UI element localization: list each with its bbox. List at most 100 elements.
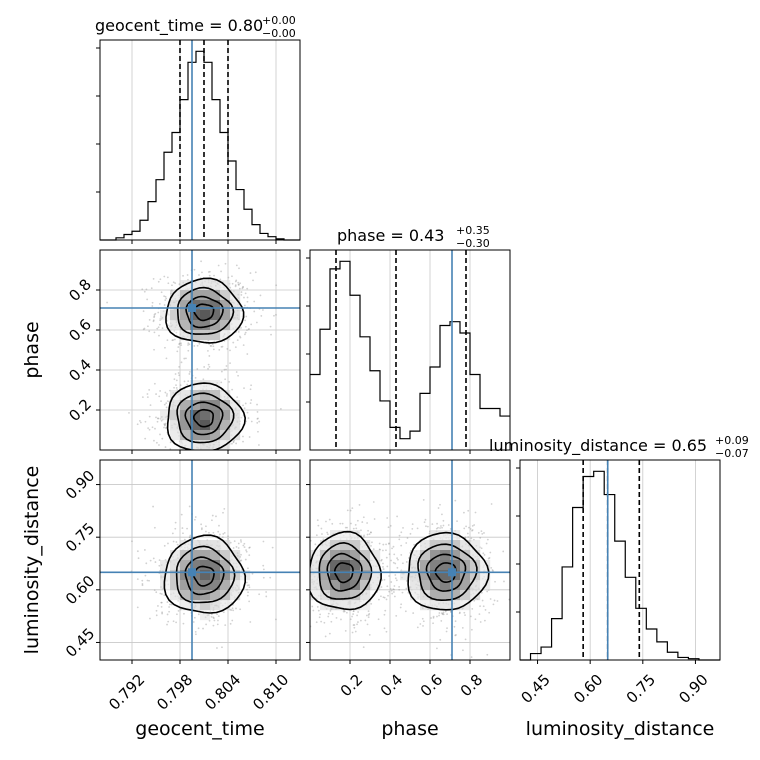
panel-phase-vs-luminosity-distance-point	[382, 566, 384, 568]
panel-geocent-time-vs-luminosity-distance-point	[239, 608, 242, 611]
panel-geocent-time-vs-phase-point	[256, 403, 258, 406]
panel-phase-vs-luminosity-distance-point	[303, 583, 305, 585]
panel-phase-vs-luminosity-distance-point	[422, 499, 425, 501]
panel-geocent-time-vs-phase-point	[148, 318, 151, 321]
panel-phase-vs-luminosity-distance-point	[314, 543, 317, 546]
panel-geocent-time-vs-luminosity-distance-density-cell	[170, 570, 181, 581]
panel-geocent-time-vs-luminosity-distance-point	[251, 572, 254, 575]
panel-phase-vs-luminosity-distance-point	[388, 590, 391, 593]
panel-geocent-time-vs-phase-point	[212, 345, 215, 348]
panel-phase-vs-luminosity-distance-density-cell	[460, 580, 471, 591]
panel-phase-vs-luminosity-distance-point	[480, 591, 483, 594]
panel-phase-vs-luminosity-distance-density-cell	[430, 590, 441, 601]
ylabel-phase: phase	[21, 321, 43, 378]
panel-geocent-time-vs-luminosity-distance-point	[167, 542, 169, 545]
panel-geocent-time-vs-luminosity-distance-point	[177, 609, 180, 612]
panel-phase-vs-luminosity-distance-point	[352, 610, 355, 613]
panel-geocent-time-vs-luminosity-distance-point	[174, 527, 177, 530]
xtick-label-phase-3: 0.8	[457, 671, 487, 701]
panel-phase-vs-luminosity-distance-point	[471, 529, 474, 531]
panel-phase-vs-luminosity-distance-point	[481, 532, 484, 535]
panel-phase-vs-luminosity-distance-point	[356, 614, 359, 617]
panel-geocent-time-vs-phase-point	[243, 387, 245, 390]
panel-geocent-time-vs-luminosity-distance-point	[169, 603, 171, 606]
panel-geocent-time-vs-luminosity-distance-point	[182, 532, 184, 535]
panel-phase-vs-luminosity-distance-point	[388, 553, 391, 556]
panel-geocent-time-vs-luminosity-distance-density-cell	[170, 590, 181, 601]
panel-geocent-time-vs-phase-density-cell	[170, 410, 181, 421]
panel-geocent-time-vs-phase-point	[143, 327, 146, 330]
panel-geocent-time-vs-phase-point	[175, 387, 178, 389]
panel-phase-vs-luminosity-distance-point	[442, 519, 445, 522]
panel-geocent-time-vs-phase-point	[158, 302, 161, 305]
panel-phase-vs-luminosity-distance-density-cell	[440, 540, 451, 551]
panel-geocent-time-vs-phase-density-cell	[190, 280, 201, 291]
panel-phase-vs-luminosity-distance-density-cell	[410, 580, 421, 591]
panel-geocent-time-vs-phase-point	[141, 288, 144, 291]
panel-geocent-time-vs-phase-point	[211, 343, 214, 346]
panel-geocent-time-vs-phase-density-cell	[190, 420, 201, 431]
panel-geocent-time-vs-phase-point	[183, 357, 186, 360]
panel-phase-vs-luminosity-distance-frame	[309, 459, 511, 661]
panel-phase-vs-luminosity-distance-density-cell	[450, 540, 461, 551]
panel-phase-vs-luminosity-distance-point	[489, 551, 492, 554]
panel-phase-vs-luminosity-distance-point	[381, 549, 384, 552]
panel-geocent-time-vs-phase-contour	[185, 295, 224, 329]
panel-geocent-time-vs-phase-point	[241, 287, 244, 290]
panel-geocent-time-vs-luminosity-distance-density-cell	[210, 580, 221, 591]
panel-phase-vs-luminosity-distance-point	[491, 569, 494, 571]
panel-geocent-time-vs-phase-point	[192, 455, 194, 457]
panel-geocent-time-vs-phase-point	[169, 441, 172, 444]
panel-geocent-time-vs-phase-point	[145, 288, 148, 291]
panel-geocent-time-vs-phase-point	[166, 400, 169, 403]
panel-phase-vs-luminosity-distance-point	[368, 633, 371, 636]
panel-phase-vs-luminosity-distance-point	[301, 594, 303, 596]
panel-geocent-time-vs-phase-point	[208, 270, 211, 273]
panel-phase-vs-luminosity-distance-point	[436, 522, 438, 525]
panel-phase-vs-luminosity-distance-point	[441, 613, 444, 616]
panel-phase-vs-luminosity-distance-point	[400, 531, 403, 534]
panel-geocent-time-vs-phase-point	[220, 381, 223, 384]
panel-geocent-time-vs-luminosity-distance-point	[194, 516, 197, 518]
panel-geocent-time-vs-phase-point	[242, 404, 244, 407]
panel-geocent-time-vs-phase-density-cell	[200, 400, 211, 411]
panel-geocent-time-vs-phase-point	[153, 331, 156, 334]
panel-phase-vs-luminosity-distance-point	[468, 526, 470, 529]
panel-geocent-time-vs-luminosity-distance-point	[222, 533, 225, 535]
panel-phase-vs-luminosity-distance-point	[362, 516, 365, 519]
panel-phase-vs-luminosity-distance	[301, 460, 510, 660]
panel-phase-vs-luminosity-distance-point	[469, 528, 472, 530]
panel-geocent-time-vs-phase-density-cell	[210, 310, 221, 321]
panel-phase-vs-luminosity-distance-density-cell	[320, 570, 331, 581]
panel-geocent-time-vs-phase-point	[144, 437, 147, 440]
ytick-label-phase-3: 0.8	[65, 275, 95, 305]
panel-phase-vs-luminosity-distance-point	[325, 520, 327, 523]
panel-geocent-time-vs-luminosity-distance-point	[213, 619, 216, 622]
panel-phase-vs-luminosity-distance-point	[387, 594, 389, 597]
panel-geocent-time-vs-phase-point	[234, 346, 237, 349]
panel-geocent-time-vs-phase-point	[232, 440, 235, 443]
panel-phase-vs-luminosity-distance-point	[454, 499, 457, 502]
panel-geocent-time-vs-phase-point	[153, 315, 156, 318]
panel-geocent-time-vs-phase-point	[220, 452, 222, 454]
panel-geocent-time-vs-phase-point	[269, 325, 272, 328]
panel-phase-vs-luminosity-distance-density-cell	[440, 570, 451, 581]
hist-luminosity-distance-background	[520, 460, 720, 660]
panel-phase-vs-luminosity-distance-point	[503, 580, 505, 583]
panel-geocent-time-vs-luminosity-distance-point	[146, 579, 149, 582]
panel-geocent-time-vs-phase-point	[229, 362, 231, 365]
panel-geocent-time-vs-phase-point	[235, 264, 238, 267]
panel-geocent-time-vs-phase-point	[243, 407, 246, 410]
panel-geocent-time-vs-phase-point	[258, 444, 260, 446]
panel-phase-vs-luminosity-distance-point	[479, 621, 482, 623]
panel-phase-vs-luminosity-distance-point	[392, 561, 395, 564]
panel-geocent-time-vs-phase-point	[260, 315, 263, 317]
panel-phase-vs-luminosity-distance-point	[315, 621, 318, 624]
panel-phase-vs-luminosity-distance-point	[378, 542, 381, 545]
panel-phase-vs-luminosity-distance-point	[370, 544, 372, 547]
panel-geocent-time-vs-phase-point	[153, 439, 155, 442]
panel-geocent-time-vs-phase-point	[141, 396, 144, 398]
panel-geocent-time-vs-phase-density-cell	[180, 400, 191, 411]
panel-phase-vs-luminosity-distance-point	[385, 549, 387, 552]
panel-phase-vs-luminosity-distance-point	[373, 518, 376, 520]
